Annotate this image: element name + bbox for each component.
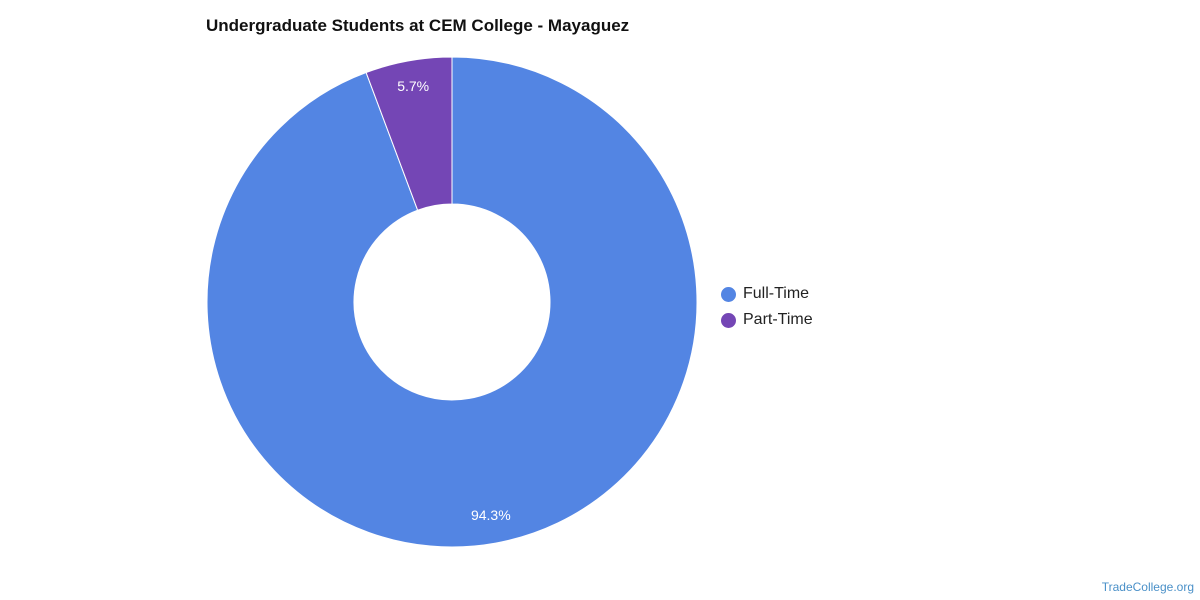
legend-item-full-time[interactable]: Full-Time [721,281,813,307]
slice-full-time [206,56,698,548]
chart-title: Undergraduate Students at CEM College - … [206,16,630,35]
legend-item-part-time[interactable]: Part-Time [721,307,813,333]
legend-label-part-time: Part-Time [743,311,813,328]
slice-part-time [365,56,453,211]
slice-label-part-time: 5.7% [397,78,429,94]
legend-swatch-full-time [721,286,736,302]
slice-label-full-time: 94.3% [471,507,511,523]
watermark-link[interactable]: TradeCollege.org [1101,580,1194,594]
legend-swatch-part-time [721,312,736,328]
legend-label-full-time: Full-Time [743,285,810,302]
chart-legend: Full-Time Part-Time [721,281,813,333]
